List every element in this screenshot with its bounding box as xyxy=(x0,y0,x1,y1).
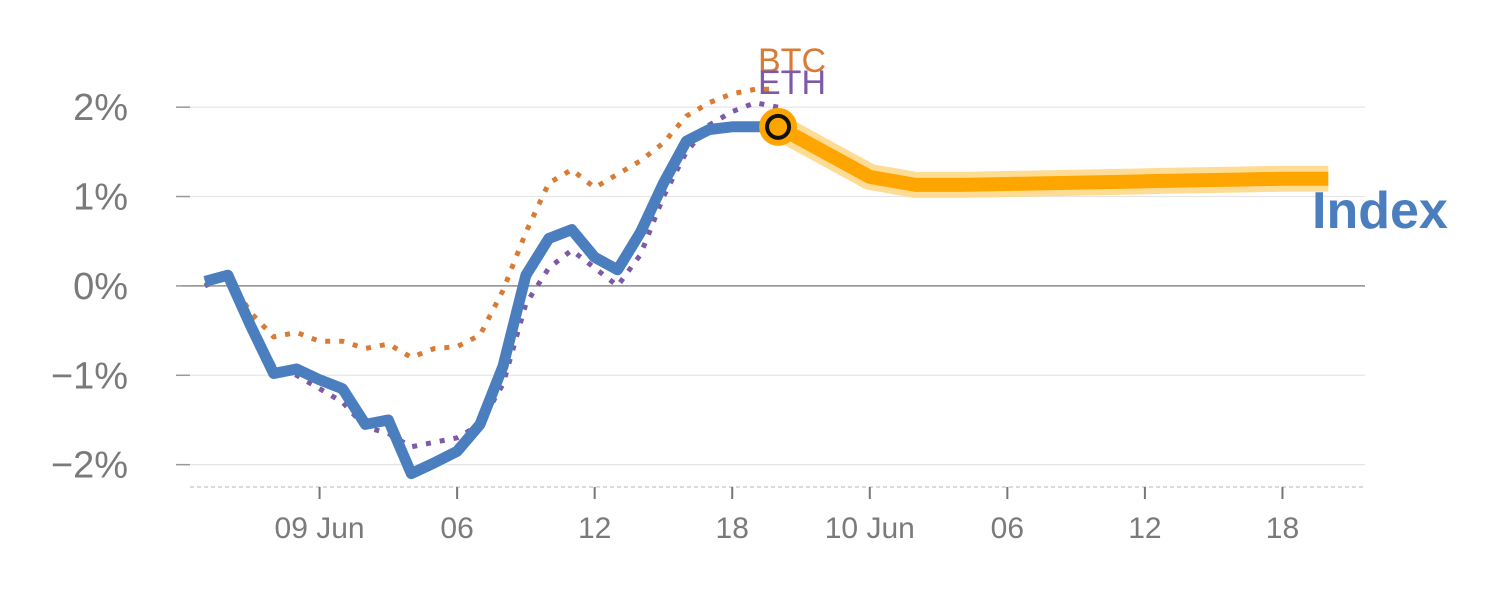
index-line xyxy=(203,121,779,480)
y-tick-label: 1% xyxy=(73,177,128,219)
x-tick-label: 18 xyxy=(716,512,749,545)
grid xyxy=(182,106,1365,466)
x-tick-label: 18 xyxy=(1266,512,1299,545)
x-tick-label: 12 xyxy=(1128,512,1161,545)
x-tick-label: 10 Jun xyxy=(825,512,915,545)
index-label: Index xyxy=(1312,182,1448,240)
y-tick-label: −1% xyxy=(51,355,128,397)
y-tick-label: 2% xyxy=(73,87,128,129)
btc-label: BTC xyxy=(758,42,826,80)
series-labels: BTC ETH Index xyxy=(758,42,1448,240)
eth-label: ETH xyxy=(758,64,826,102)
x-tick-label: 06 xyxy=(991,512,1024,545)
x-tick-label: 12 xyxy=(578,512,611,545)
y-tick-label: 0% xyxy=(73,266,128,308)
x-tick-label: 09 Jun xyxy=(275,512,365,545)
current-point-marker xyxy=(765,113,792,140)
forecast-line xyxy=(774,120,1329,192)
btc-line xyxy=(203,86,779,360)
series-group xyxy=(203,86,1329,480)
x-tick-label: 06 xyxy=(440,512,473,545)
axes: 2% 1% 0% −1% −2% 09 Jun 06 12 18 10 Jun 06 12 18 xyxy=(51,87,1365,545)
y-tick-label: −2% xyxy=(51,445,128,487)
